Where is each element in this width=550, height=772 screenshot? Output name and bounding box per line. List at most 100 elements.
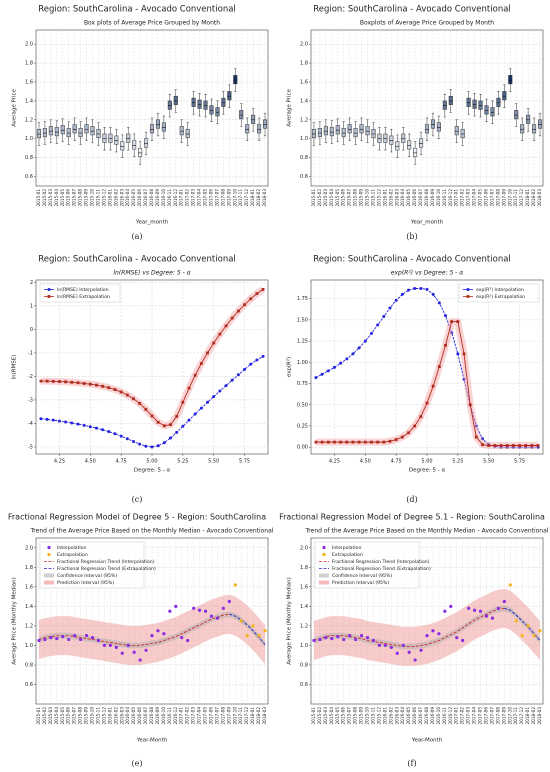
point <box>508 583 512 587</box>
legend-box <box>39 283 121 303</box>
x-tick-label: 2016-04 <box>400 189 405 207</box>
x-tick-label: 2016-05 <box>131 189 136 207</box>
x-tick-label: 2016-04 <box>125 189 130 207</box>
point <box>239 619 243 623</box>
x-tick-label: 2016-06 <box>137 189 142 207</box>
y-tick-label: 1.6 <box>25 80 33 86</box>
box <box>460 129 465 139</box>
x-tick-label: 2018-01 <box>250 707 255 725</box>
point <box>51 418 55 422</box>
y-tick-label: 1.75 <box>297 296 308 302</box>
box <box>203 100 208 110</box>
point <box>481 437 485 441</box>
y-tick-label: 0.8 <box>25 155 33 161</box>
legend-box <box>314 541 420 589</box>
x-tick-label: 2016-12 <box>173 707 178 725</box>
point <box>357 440 361 444</box>
point <box>101 384 105 388</box>
legend-label: Prediction Interval (95%) <box>332 580 389 586</box>
point <box>193 412 197 416</box>
x-tick-label: 2017-01 <box>179 189 184 207</box>
interval-band <box>229 594 266 664</box>
box <box>233 75 238 85</box>
point <box>206 351 209 355</box>
legend-label: Fractional Regression Trend (Interpolati… <box>332 559 430 565</box>
point <box>330 636 334 641</box>
x-tick-label: 2015-09 <box>359 189 364 207</box>
y-axis-label: ln(RMSE) <box>12 355 18 380</box>
point <box>425 401 429 405</box>
x-tick-label: 2016-02 <box>388 189 393 207</box>
y-axis-label: Average Price (Monthly Median) <box>287 577 293 665</box>
point <box>119 434 123 438</box>
panel: Region: SouthCarolina - Avocado Conventi… <box>12 255 269 504</box>
point <box>120 651 124 655</box>
x-tick-label: 2016-12 <box>448 707 453 725</box>
point <box>126 643 130 648</box>
y-tick-label: 0.6 <box>300 682 308 688</box>
point <box>524 444 528 447</box>
point <box>193 373 197 377</box>
x-tick-label: 2017-03 <box>466 707 471 725</box>
legend-label: ln(RMSE) Interpolation <box>57 287 109 293</box>
x-tick-label: 2016-08 <box>149 707 154 725</box>
point <box>113 388 117 391</box>
legend-label: Fractional Regression Trend (Interpolati… <box>57 559 155 565</box>
point <box>84 634 89 638</box>
point <box>125 437 129 441</box>
point <box>144 648 148 652</box>
y-tick-label: 1.0 <box>25 643 33 649</box>
x-tick-label: 2016-12 <box>173 189 178 207</box>
point <box>514 619 518 623</box>
point <box>499 444 503 447</box>
interval-band <box>504 605 541 644</box>
box <box>132 140 137 150</box>
x-tick-label: 5.50 <box>483 459 494 465</box>
point <box>125 393 129 397</box>
point <box>437 365 441 368</box>
x-axis-label: Year_month <box>410 220 444 226</box>
point <box>336 635 340 639</box>
y-tick-label: 0.75 <box>297 381 308 387</box>
point <box>180 636 184 640</box>
y-tick-label: 1.8 <box>300 565 308 571</box>
y-axis-label: Average Price (Monthly Median) <box>12 577 18 665</box>
legend-marker <box>466 288 470 291</box>
x-tick-label: 2015-10 <box>365 189 370 207</box>
point <box>395 651 399 655</box>
x-tick-label: 2017-12 <box>244 707 249 725</box>
caption: (d) <box>406 495 417 504</box>
x-axis-label: Year-Month <box>411 738 443 744</box>
point <box>261 288 265 291</box>
box <box>215 107 220 117</box>
point <box>215 616 220 620</box>
point <box>354 637 358 642</box>
x-tick-label: 2018-03 <box>262 707 267 725</box>
x-tick-label: 2015-05 <box>335 189 340 207</box>
box <box>54 127 59 137</box>
x-tick-label: 2015-10 <box>90 707 95 725</box>
x-tick-label: 2015-04 <box>329 189 334 207</box>
x-tick-label: 2017-01 <box>454 707 459 725</box>
legend-marker <box>47 288 51 291</box>
x-tick-label: 4.50 <box>85 459 96 465</box>
point <box>400 292 404 296</box>
x-tick-label: 4.25 <box>329 459 340 465</box>
x-tick-label: 2016-05 <box>131 707 136 725</box>
point <box>45 379 49 383</box>
x-tick-label: 2016-05 <box>406 707 411 725</box>
x-tick-label: 2017-05 <box>203 189 208 207</box>
box <box>347 124 352 134</box>
box <box>161 122 166 132</box>
y-axis-label: Average Price <box>287 89 293 127</box>
box <box>173 95 178 105</box>
box <box>502 91 507 101</box>
x-tick-label: 2015-12 <box>376 189 381 207</box>
box <box>430 119 435 129</box>
point <box>156 420 160 424</box>
x-tick-label: 2015-11 <box>370 189 375 207</box>
y-tick-label: 0.8 <box>300 155 308 161</box>
x-tick-label: 2017-02 <box>460 707 465 725</box>
x-tick-label: 2015-12 <box>376 707 381 725</box>
